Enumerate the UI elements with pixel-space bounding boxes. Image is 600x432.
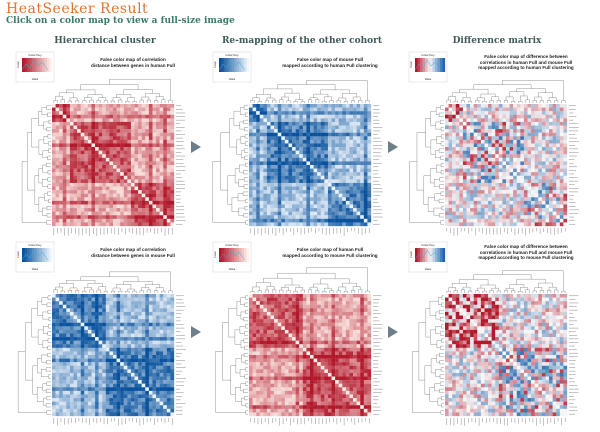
heatmap-title-line: correlations in human Full and mouse Ful…	[479, 249, 573, 255]
arrow-right-icon	[191, 326, 201, 338]
gene-label-ticks	[446, 295, 579, 426]
svg-text:Value: Value	[32, 267, 39, 271]
svg-text:Count: Count	[16, 251, 20, 258]
heatmap-thumbnail-difference-mouse-clustering[interactable]: Color Key Count Value False color map of d…	[405, 236, 595, 426]
heatmap-matrix	[52, 104, 175, 227]
gene-label-ticks	[446, 105, 579, 236]
gene-label-ticks	[250, 105, 383, 236]
app-title: HeatSeeker Result	[6, 1, 149, 17]
svg-text:Color Key: Color Key	[28, 53, 42, 57]
column-dendrogram	[446, 80, 566, 103]
row-dendrogram	[212, 105, 248, 225]
heatmap-title-line: False color map of human Full	[296, 247, 364, 252]
heatmap-matrix	[445, 294, 568, 417]
color-key-legend: Color Key Count Value	[15, 241, 55, 273]
heatmap-title-line: False color map of difference between	[484, 244, 568, 249]
svg-text:Color Key: Color Key	[225, 53, 239, 57]
svg-text:Color Key: Color Key	[421, 53, 435, 57]
column-title-hierarchical-cluster: Hierarchical cluster	[54, 36, 156, 46]
arrow-right-icon	[388, 326, 398, 338]
heatmap-figure: Color Key Count Value	[15, 241, 186, 426]
heatmap-title-line: False color map of mouse Full	[296, 57, 364, 62]
heatmap-title-line: mapped according to mouse Full clusterin…	[478, 255, 574, 261]
heatmap-matrix	[249, 104, 372, 227]
heatmap-matrix	[249, 294, 372, 417]
heatmap-title-line: False color map of difference between	[484, 54, 568, 59]
gene-label-ticks	[53, 105, 186, 236]
color-key-legend: Color Key Count Value	[408, 51, 448, 83]
heatmap-figure: Color Key Count Value	[408, 51, 579, 236]
row-dendrogram	[412, 295, 444, 415]
column-dendrogram	[250, 267, 370, 293]
heatmap-title-line: correlations in human Full and mouse Ful…	[479, 59, 573, 65]
row-dendrogram	[17, 295, 51, 415]
heatmap-thumbnail-human-mapped-by-mouse[interactable]: Color Key Count Value False color map of h…	[209, 236, 399, 426]
row-dendrogram	[21, 105, 51, 225]
instruction-text: Click on a color map to view a full-size…	[6, 16, 235, 26]
heatmap-thumbnail-mouse-correlation[interactable]: Color Key Count Value False color map of c…	[12, 236, 202, 426]
column-dendrogram	[53, 79, 173, 103]
heatmap-thumbnail-human-correlation[interactable]: Color Key Count Value False color map of c…	[12, 46, 202, 236]
heatmap-title-line: mapped according to human Full clusterin…	[478, 65, 574, 71]
heatmap-title-line: False color map of correlation	[100, 247, 166, 252]
heatmap-title-line: mapped according to mouse Full clusterin…	[282, 252, 378, 258]
heatmap-matrix	[52, 294, 175, 417]
column-dendrogram	[446, 270, 566, 293]
arrow-right-icon	[388, 141, 398, 153]
svg-text:Count: Count	[16, 61, 20, 68]
row-dendrogram	[215, 295, 248, 415]
column-title-remapping: Re-mapping of the other cohort	[221, 36, 383, 46]
heatmap-title-line: False color map of correlation	[100, 57, 166, 62]
heatmap-thumbnail-difference-human-clustering[interactable]: Color Key Count Value False color map of d…	[405, 46, 595, 236]
arrow-right-icon	[191, 141, 201, 153]
svg-text:Value: Value	[425, 77, 432, 81]
svg-text:Count: Count	[409, 61, 413, 68]
column-dendrogram	[250, 80, 370, 103]
color-key-legend: Color Key Count Value	[212, 51, 252, 83]
heatmap-title-line: mapped according to human Full clusterin…	[282, 62, 378, 68]
svg-text:Value: Value	[229, 77, 236, 81]
gene-label-ticks	[53, 295, 186, 426]
heatmap-title-line: distance between genes in mouse Full	[91, 252, 175, 258]
column-title-difference-matrix: Difference matrix	[452, 36, 542, 46]
heatmap-matrix	[445, 104, 568, 227]
svg-text:Color Key: Color Key	[28, 243, 42, 247]
svg-text:Value: Value	[32, 77, 39, 81]
row-dendrogram	[409, 105, 444, 225]
gene-label-ticks	[250, 295, 383, 426]
heatmap-title-line: distance between genes in human Full	[91, 62, 175, 68]
column-dendrogram	[53, 271, 173, 293]
heatmap-figure: Color Key Count Value	[212, 51, 383, 236]
heatmap-thumbnail-mouse-mapped-by-human[interactable]: Color Key Count Value False color map of m…	[209, 46, 399, 236]
heatmap-figure: Color Key Count Value	[15, 51, 186, 236]
color-key-legend: Color Key Count Value	[15, 51, 55, 83]
svg-text:Count: Count	[213, 61, 217, 68]
